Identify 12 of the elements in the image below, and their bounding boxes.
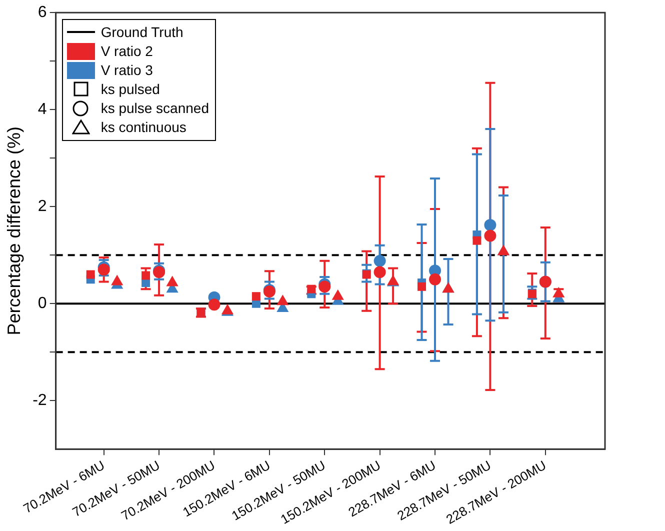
- y-tick-label: 0: [38, 295, 47, 312]
- legend-label: V ratio 3: [100, 60, 153, 80]
- y-tick-label: 6: [38, 4, 47, 22]
- annotation: ks pulse scanned: [100, 98, 209, 118]
- y-tick-label: -2: [32, 392, 47, 410]
- annotation: ks continuous: [100, 118, 186, 137]
- y-axis-title: Percentage difference (%): [4, 126, 24, 336]
- annotation: ks pulsed: [100, 80, 160, 99]
- y-tick-label: 2: [38, 198, 47, 216]
- legend-label: Ground Truth: [100, 22, 184, 42]
- y-tick-label: 4: [38, 101, 47, 118]
- legend-label: V ratio 2: [100, 42, 153, 61]
